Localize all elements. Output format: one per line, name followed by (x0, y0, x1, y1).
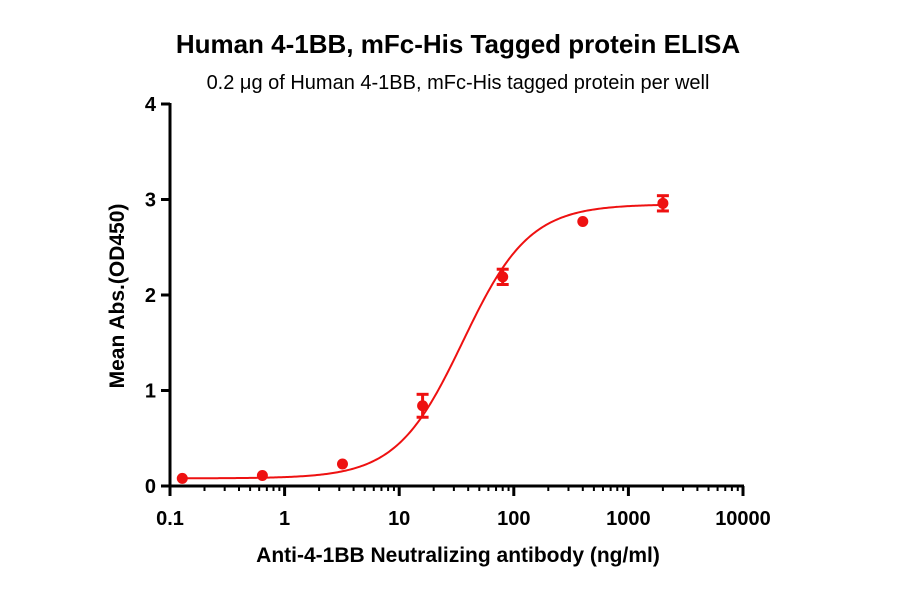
data-point (417, 400, 429, 412)
chart-subtitle: 0.2 μg of Human 4-1BB, mFc-His tagged pr… (207, 72, 710, 94)
x-tick-label: 0.1 (156, 508, 184, 530)
x-tick-label: 10000 (715, 508, 771, 530)
y-axis-label: Mean Abs.(OD450) (106, 204, 129, 389)
data-point (577, 215, 589, 227)
data-point (176, 472, 188, 484)
fit-curve (182, 203, 663, 480)
chart-title: Human 4-1BB, mFc-His Tagged protein ELIS… (176, 29, 741, 59)
data-point (256, 469, 268, 481)
x-tick-label: 10 (388, 508, 410, 530)
x-axis-label: Anti-4-1BB Neutralizing antibody (ng/ml) (256, 544, 660, 567)
y-tick-label: 1 (145, 381, 156, 403)
x-tick-label: 1 (279, 508, 290, 530)
data-point (657, 197, 669, 209)
x-tick-label: 1000 (606, 508, 651, 530)
y-tick-label: 0 (145, 476, 156, 498)
data-series (176, 194, 669, 484)
data-point (336, 458, 348, 470)
x-tick-label: 100 (497, 508, 530, 530)
y-axis-ticks: 0 1 2 3 4 (145, 94, 170, 498)
y-tick-label: 2 (145, 285, 156, 307)
y-tick-label: 4 (145, 94, 157, 116)
x-axis-ticks: 0.1 1 10 100 1000 10000 (156, 486, 771, 530)
data-point (497, 271, 509, 283)
y-tick-label: 3 (145, 190, 156, 212)
